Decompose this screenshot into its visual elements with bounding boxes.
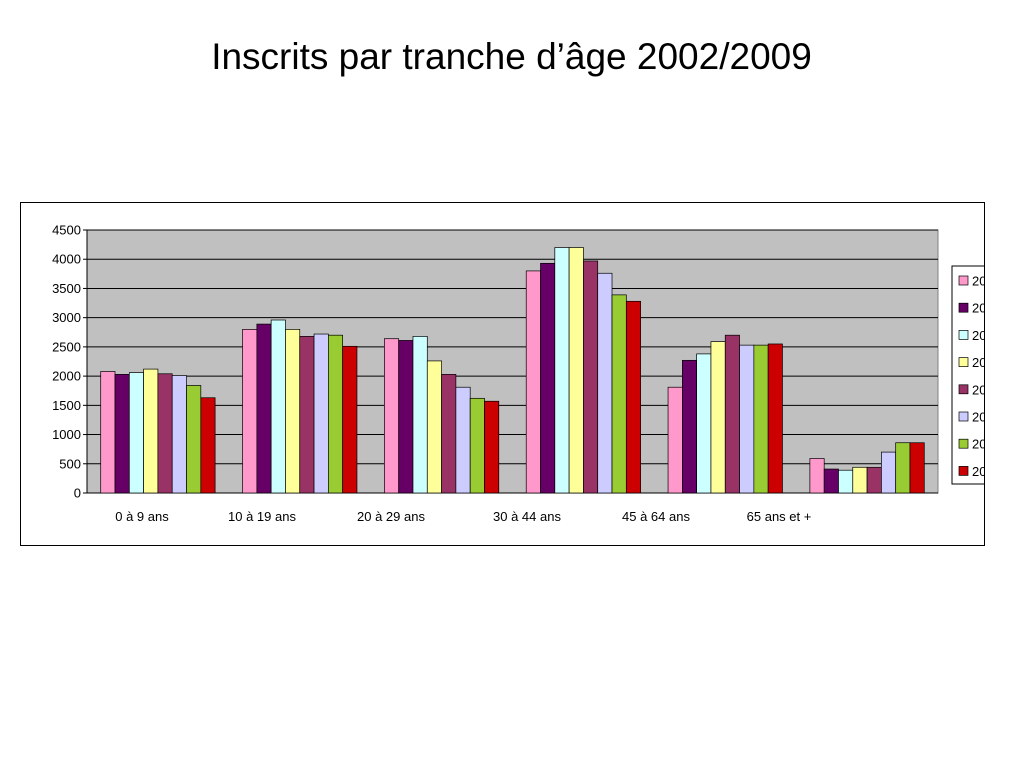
bar-2006-1 — [157, 373, 173, 494]
legend-swatch-2004 — [958, 330, 969, 340]
legend-swatch-2009 — [958, 466, 969, 476]
bar-2002-1 — [100, 371, 116, 494]
bar-2009-6 — [909, 442, 925, 494]
bar-2004-6 — [838, 469, 854, 494]
bar-2002-6 — [809, 458, 825, 494]
x-category-label: 30 à 44 ans — [493, 509, 561, 524]
legend-label-2004: 2004 — [972, 328, 984, 343]
y-tick-label: 1000 — [52, 427, 81, 442]
bar-2005-5 — [710, 341, 726, 494]
bar-2009-3 — [484, 400, 500, 494]
bar-2007-5 — [739, 344, 755, 494]
legend-swatch-2005 — [958, 357, 969, 367]
bar-2004-2 — [270, 319, 286, 494]
bar-2004-1 — [128, 372, 144, 494]
bar-2002-3 — [384, 338, 400, 494]
bar-chart: 0 500 1000 1500 2000 2500 3000 3500 4000 4500 0 à … — [52, 223, 984, 524]
bar-2009-5 — [767, 343, 783, 494]
y-tick-label: 3500 — [52, 281, 81, 296]
bar-2004-4 — [554, 247, 570, 494]
y-tick-label: 2500 — [52, 339, 81, 354]
bar-2002-2 — [242, 329, 258, 494]
x-category-label: 65 ans et + — [747, 509, 812, 524]
x-category-label: 20 à 29 ans — [357, 509, 425, 524]
bar-2009-4 — [625, 300, 641, 494]
bar-2008-6 — [895, 442, 911, 494]
bar-2008-3 — [469, 397, 485, 494]
bar-2006-3 — [441, 374, 457, 494]
x-category-label: 10 à 19 ans — [228, 509, 296, 524]
bar-2002-4 — [525, 270, 541, 494]
x-category-label: 0 à 9 ans — [115, 509, 169, 524]
bar-2002-5 — [667, 386, 683, 494]
bar-2003-6 — [823, 468, 839, 494]
bar-2003-4 — [540, 262, 556, 494]
bar-2003-1 — [114, 374, 130, 494]
legend-label-2003: 2003 — [972, 301, 984, 316]
chart-frame: 0 500 1000 1500 2000 2500 3000 3500 4000 4500 0 à … — [20, 202, 985, 546]
bar-2007-6 — [881, 451, 897, 494]
bar-2007-1 — [171, 375, 187, 494]
bar-2009-1 — [200, 397, 216, 494]
y-tick-label: 3000 — [52, 310, 81, 325]
bar-2008-5 — [753, 344, 769, 494]
legend-swatch-2003 — [958, 302, 969, 313]
bar-2007-4 — [597, 272, 613, 494]
legend-label-2006: 2006 — [972, 382, 984, 397]
legend-swatch-2002 — [958, 275, 969, 286]
y-tick-label: 2000 — [52, 369, 81, 384]
bar-2003-3 — [398, 340, 414, 494]
bar-2009-2 — [342, 345, 358, 494]
bar-2005-4 — [568, 247, 584, 494]
bar-2004-5 — [696, 353, 712, 494]
legend-label-2007: 2007 — [972, 410, 984, 425]
legend-label-2005: 2005 — [972, 355, 984, 370]
bar-2003-5 — [681, 359, 697, 494]
bar-2004-3 — [412, 336, 428, 494]
bar-2006-5 — [724, 334, 740, 494]
x-category-label: 45 à 64 ans — [622, 509, 690, 524]
y-tick-label: 0 — [74, 486, 81, 501]
y-tick-label: 1500 — [52, 398, 81, 413]
bar-2005-6 — [852, 466, 868, 494]
plot-area — [86, 229, 939, 494]
slide-title: Inscrits par tranche d’âge 2002/2009 — [211, 36, 812, 77]
bar-2008-1 — [186, 385, 202, 494]
bar-2006-2 — [299, 336, 315, 494]
legend-swatch-2008 — [958, 438, 969, 449]
legend-label-2002: 2002 — [972, 274, 984, 289]
y-tick-label: 500 — [59, 456, 81, 471]
bar-2006-4 — [583, 260, 599, 494]
legend-label-2009: 2009 — [972, 464, 984, 479]
legend-swatch-2007 — [958, 411, 969, 422]
bar-2006-6 — [866, 466, 882, 494]
legend-swatch-2006 — [958, 384, 969, 395]
bar-2007-3 — [455, 386, 471, 494]
bar-2005-3 — [426, 360, 442, 494]
bar-2005-1 — [143, 368, 159, 494]
bar-2005-2 — [285, 329, 301, 494]
y-tick-label: 4000 — [52, 252, 81, 267]
bar-2008-2 — [328, 334, 344, 494]
bar-2007-2 — [313, 333, 329, 494]
legend-label-2008: 2008 — [972, 437, 984, 452]
y-tick-label: 4500 — [52, 223, 81, 238]
bar-2003-2 — [256, 323, 272, 494]
bar-2008-4 — [611, 294, 627, 494]
